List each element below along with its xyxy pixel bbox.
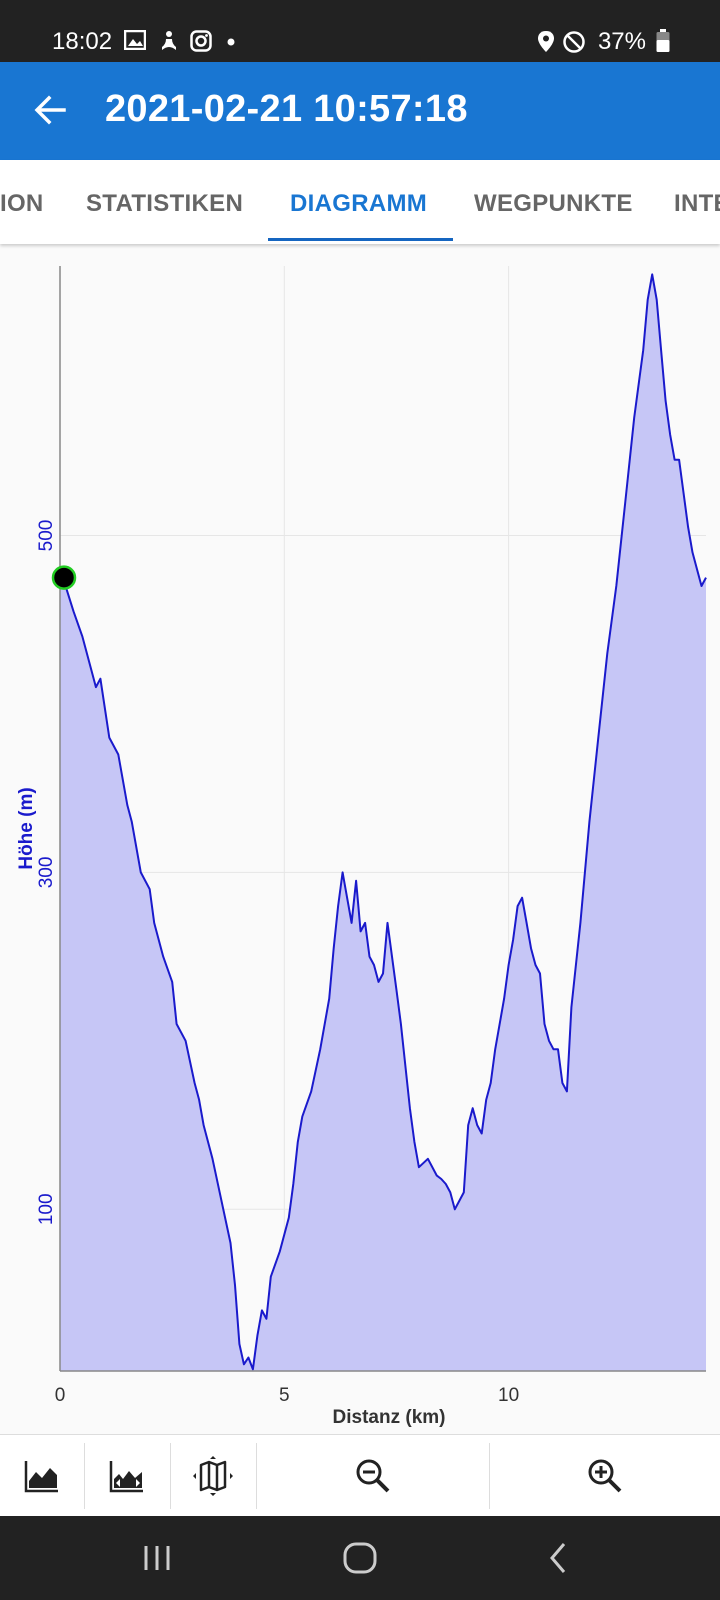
location-icon xyxy=(538,31,554,52)
y-tick-labels: 100 300 500 xyxy=(36,520,57,1225)
zoom-out-button[interactable] xyxy=(257,1435,489,1517)
instagram-icon xyxy=(190,30,212,52)
battery-percent: 37% xyxy=(597,28,646,55)
recents-icon[interactable] xyxy=(140,1538,174,1578)
chart-speed-button[interactable] xyxy=(85,1435,169,1517)
page-title: 2021-02-21 10:57:18 xyxy=(105,88,468,130)
x-tick-label: 5 xyxy=(279,1385,290,1406)
y-tick-label: 100 xyxy=(36,1193,57,1225)
x-tick-label: 0 xyxy=(55,1385,66,1406)
x-tick-label: 10 xyxy=(498,1385,519,1406)
back-icon[interactable] xyxy=(544,1538,574,1578)
position-marker[interactable] xyxy=(51,565,77,590)
chart-elevation-button[interactable] xyxy=(0,1435,84,1517)
meditation-icon xyxy=(162,31,176,50)
tab-statistiken[interactable]: STATISTIKEN xyxy=(86,190,244,217)
chart-speed-icon xyxy=(109,1461,143,1493)
arrow-left-icon[interactable] xyxy=(30,90,70,130)
battery-icon xyxy=(656,29,670,52)
dot-icon xyxy=(227,38,235,46)
status-time: 18:02 xyxy=(52,28,113,55)
chart-elevation-icon xyxy=(24,1461,58,1493)
tab-diagramm[interactable]: DIAGRAMM xyxy=(290,190,428,217)
zoom-in-icon xyxy=(588,1459,622,1493)
y-axis-label: Höhe (m) xyxy=(16,787,37,869)
chart-toolbar xyxy=(0,1434,720,1517)
zoom-out-icon xyxy=(356,1459,390,1493)
map-zoom-icon xyxy=(193,1456,233,1496)
app-bar: 2021-02-21 10:57:18 xyxy=(0,62,720,160)
home-icon[interactable] xyxy=(340,1538,380,1578)
tab-indicator xyxy=(268,238,453,241)
elevation-line xyxy=(59,273,707,1371)
y-tick-label: 300 xyxy=(36,857,57,889)
image-icon xyxy=(124,30,146,50)
tab-wegpunkte[interactable]: WEGPUNKTE xyxy=(474,190,633,217)
tab-bar: ION STATISTIKEN DIAGRAMM WEGPUNKTE INTE xyxy=(0,160,720,244)
status-bar: 18:02 37% xyxy=(0,0,720,62)
y-tick-label: 500 xyxy=(36,520,57,552)
tab-info[interactable]: ION xyxy=(0,190,44,217)
zoom-in-button[interactable] xyxy=(490,1435,720,1517)
map-zoom-button[interactable] xyxy=(171,1435,255,1517)
tab-interval[interactable]: INTE xyxy=(674,190,720,217)
system-nav-bar xyxy=(0,1516,720,1600)
dnd-icon xyxy=(563,31,585,53)
x-tick-labels: 0 5 10 xyxy=(55,1385,519,1406)
elevation-chart[interactable]: 0 5 10 100 300 500 Distanz (km) Höhe (m) xyxy=(0,244,720,1434)
x-axis-label: Distanz (km) xyxy=(333,1407,446,1428)
elevation-area xyxy=(60,274,706,1371)
